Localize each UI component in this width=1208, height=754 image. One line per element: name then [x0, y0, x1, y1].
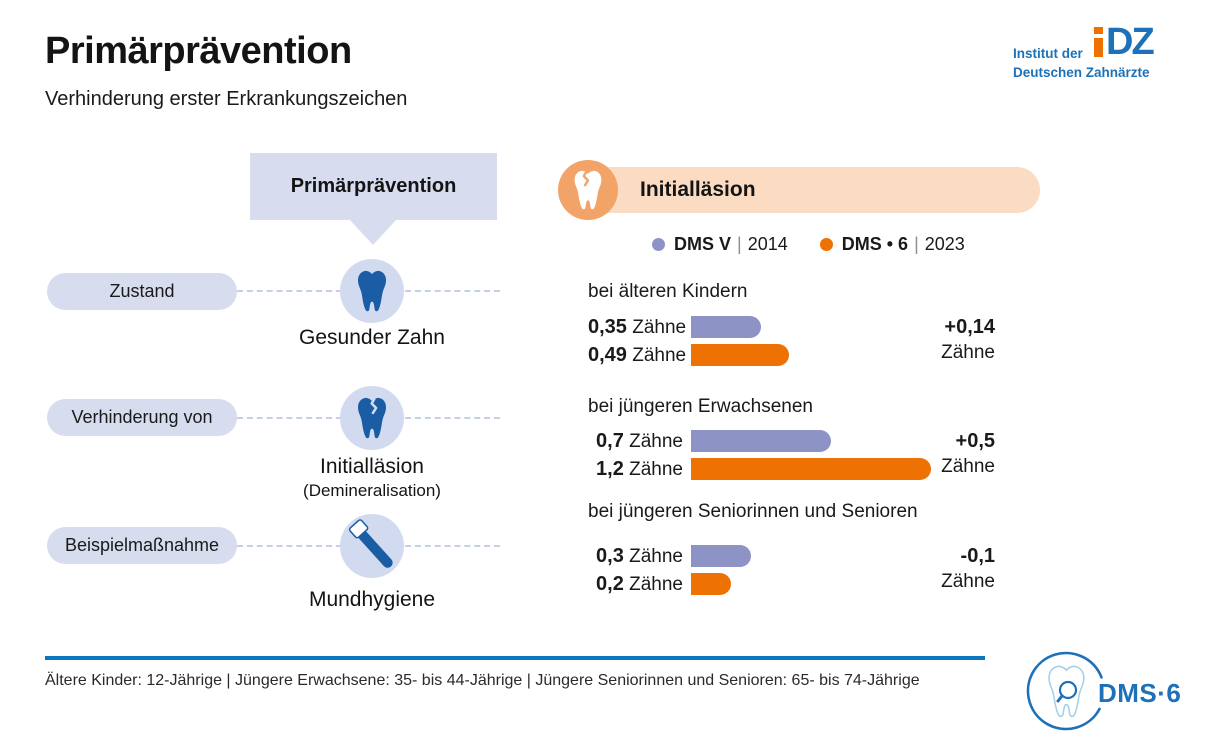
bar-value-label: 0,2 Zähne: [596, 572, 683, 595]
bar-dms-6: [691, 573, 731, 595]
delta-label: +0,14 Zähne: [941, 316, 995, 363]
flow-pill-zustand: Zustand: [47, 273, 237, 310]
delta-label: -0,1 Zähne: [941, 545, 995, 592]
bar-row: 0,35 Zähne: [588, 316, 951, 338]
toothbrush-icon: [348, 519, 393, 568]
chart-legend: DMS V | 2014 DMS • 6 | 2023: [652, 234, 965, 255]
idz-logo: DZ: [1094, 21, 1155, 63]
flow-header-pointer: [349, 219, 397, 245]
cracked-tooth-icon: [574, 170, 602, 210]
bar-track: [691, 430, 951, 452]
legend-dot-purple: [652, 238, 665, 251]
flow-pill-beispielmassnahme: Beispielmaßnahme: [47, 527, 237, 564]
dms6-logo-text: DMS·6: [1098, 678, 1182, 708]
group-label-juengere-senioren: bei jüngeren Seniorinnen und Senioren: [588, 501, 918, 522]
bar-dms-6: [691, 344, 789, 366]
legend-item-dms-6: DMS • 6 | 2023: [819, 234, 965, 255]
bar-dms-6: [691, 458, 931, 480]
bar-value-label: 1,2 Zähne: [596, 457, 683, 480]
legend-separator: |: [914, 234, 919, 254]
bar-row: 0,3 Zähne: [588, 545, 951, 567]
bar-value-label: 0,7 Zähne: [596, 429, 683, 452]
flow-pill-verhinderung-von: Verhinderung von: [47, 399, 237, 436]
bar-row: 1,2 Zähne: [588, 458, 951, 480]
legend-name: DMS V: [674, 234, 732, 254]
idz-caption-line2: Deutschen Zahnärzte: [1013, 65, 1150, 80]
legend-year: 2014: [747, 234, 788, 254]
idz-logo-mark-text: DZ: [1106, 21, 1155, 63]
bar-row: 0,49 Zähne: [588, 344, 951, 366]
flow-label-gesunder-zahn: Gesunder Zahn: [299, 326, 445, 349]
chart-header-tooth-circle: [558, 160, 618, 220]
tooth-icon-circle: [340, 259, 404, 323]
bar-dms-v: [691, 430, 831, 452]
bar-track: [691, 573, 951, 595]
idz-caption-line1: Institut der: [1013, 46, 1083, 61]
bar-dms-v: [691, 316, 761, 338]
bar-value-label: 0,49 Zähne: [588, 343, 687, 366]
flow-label-mundhygiene: Mundhygiene: [308, 588, 436, 611]
flow-sublabel-demineralisation: (Demineralisation): [303, 481, 441, 500]
legend-separator: |: [737, 234, 742, 254]
bar-value-label: 0,3 Zähne: [596, 544, 683, 567]
toothbrush-icon-circle: [340, 514, 404, 578]
page-title: Primärprävention: [45, 30, 352, 72]
legend-dot-orange: [819, 238, 833, 251]
footer-note: Ältere Kinder: 12-Jährige | Jüngere Erwa…: [45, 672, 920, 689]
legend-name: DMS • 6: [841, 234, 909, 254]
bar-track: [691, 316, 951, 338]
bar-row: 0,7 Zähne: [588, 430, 951, 452]
cracked-tooth-icon: [357, 397, 387, 439]
cracked-tooth-icon-circle: [340, 386, 404, 450]
idz-logo-i-mark-icon: [1094, 27, 1103, 57]
group-label-aeltere-kinder: bei älteren Kindern: [588, 281, 748, 302]
idz-logo-caption: Institut der Deutschen Zahnärzte: [1013, 44, 1150, 82]
footer-divider: [45, 656, 985, 660]
delta-label: +0,5 Zähne: [941, 430, 995, 477]
page-subtitle: Verhinderung erster Erkrankungszeichen: [45, 88, 408, 110]
legend-year: 2023: [924, 234, 965, 254]
bar-track: [691, 545, 951, 567]
dms6-logo-icon: [1026, 651, 1106, 731]
legend-item-dms-v: DMS V | 2014: [652, 234, 788, 255]
flow-header-box: Primärprävention: [250, 153, 497, 220]
bar-row: 0,2 Zähne: [588, 573, 951, 595]
group-label-juengere-erwachsene: bei jüngeren Erwachsenen: [588, 396, 813, 417]
bar-track: [691, 344, 951, 366]
tooth-icon: [357, 270, 387, 312]
bar-dms-v: [691, 545, 751, 567]
bar-value-label: 0,35 Zähne: [588, 315, 687, 338]
flow-label-initiallaesion: Initialläsion: [320, 455, 424, 478]
chart-header-band: Initialläsion: [586, 167, 1040, 213]
bar-track: [691, 458, 951, 480]
